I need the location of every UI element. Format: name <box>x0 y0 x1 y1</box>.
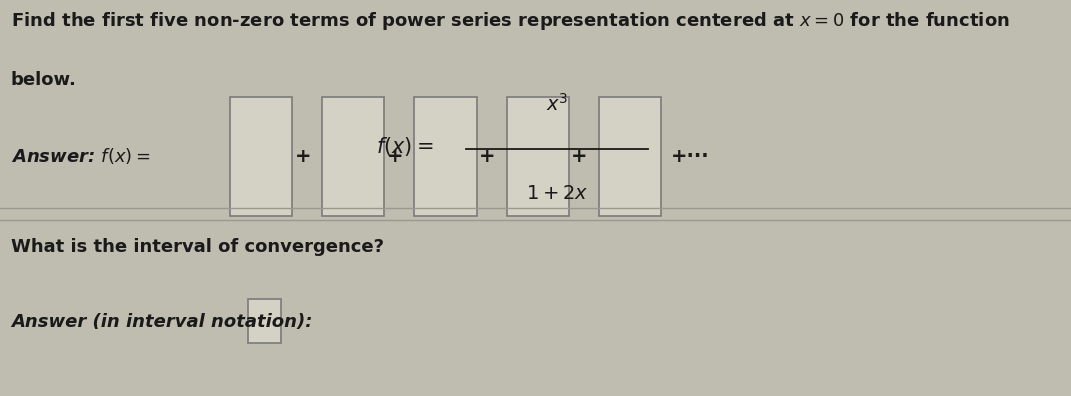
FancyBboxPatch shape <box>322 97 384 216</box>
FancyBboxPatch shape <box>248 299 281 343</box>
FancyBboxPatch shape <box>230 97 292 216</box>
FancyBboxPatch shape <box>507 97 569 216</box>
FancyBboxPatch shape <box>414 97 477 216</box>
Text: $f(x) =$: $f(x) =$ <box>376 135 434 158</box>
Text: $1+2x$: $1+2x$ <box>526 184 588 203</box>
Text: below.: below. <box>11 71 77 89</box>
Text: Answer (in interval notation):: Answer (in interval notation): <box>11 313 313 331</box>
Text: $x^3$: $x^3$ <box>546 93 568 115</box>
Text: +: + <box>387 147 404 166</box>
Text: +: + <box>571 147 588 166</box>
FancyBboxPatch shape <box>599 97 661 216</box>
Text: What is the interval of convergence?: What is the interval of convergence? <box>11 238 383 255</box>
Text: +: + <box>479 147 496 166</box>
Text: Answer: $f(x) =$: Answer: $f(x) =$ <box>11 147 150 166</box>
Text: Find the first five non-zero terms of power series representation centered at $x: Find the first five non-zero terms of po… <box>11 10 1010 32</box>
Text: +: + <box>295 147 312 166</box>
Text: +···: +··· <box>672 147 710 166</box>
